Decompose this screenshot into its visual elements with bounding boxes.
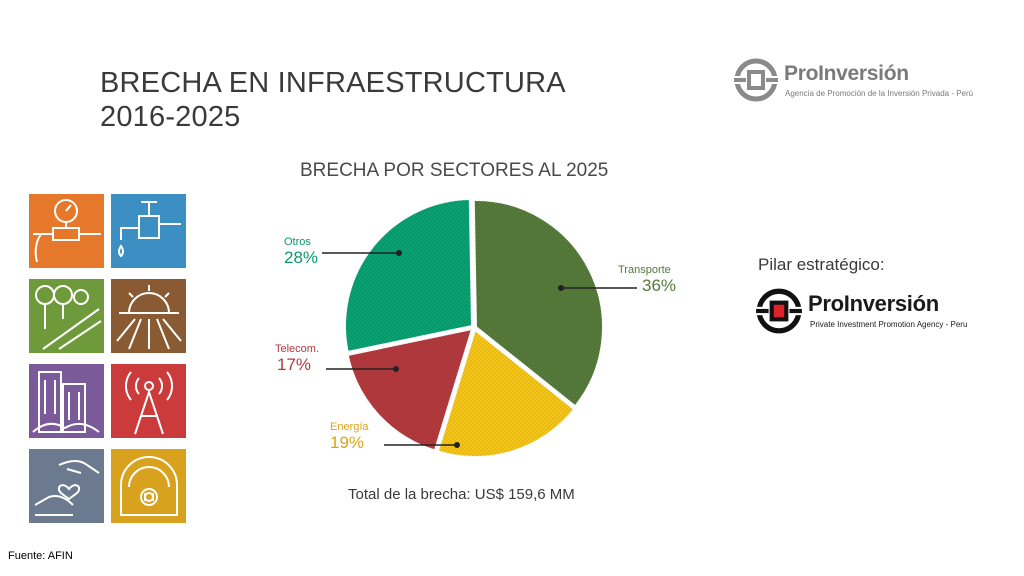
pilar-label: Pilar estratégico: (758, 255, 885, 274)
pie-slice-texture (345, 199, 472, 352)
trees-road-icon (29, 279, 104, 353)
slice-label-telecom: Telecom. 17% (275, 343, 319, 375)
logo-top-tagline: Agencia de Promoción de la Inversión Pri… (785, 89, 974, 98)
hands-heart-icon (29, 449, 104, 523)
title-line-2: 2016-2025 (100, 101, 241, 133)
slice-percent-transporte: 36% (642, 276, 677, 295)
logo-bottom-tagline: Private Investment Promotion Agency - Pe… (810, 320, 968, 329)
slice-name-otros: Otros (284, 236, 311, 248)
slice-percent-telecom: 17% (277, 355, 312, 374)
sunrise-icon (111, 279, 186, 353)
slice-label-transporte: Transporte 36% (618, 264, 676, 296)
slice-name-energia: Energía (330, 421, 369, 433)
water-meter-icon (29, 194, 104, 268)
pie-slice-texture (473, 200, 603, 407)
slice-name-transporte: Transporte (618, 264, 671, 276)
leader-dot (558, 285, 564, 291)
slice-label-energia: Energía 19% (330, 421, 369, 453)
sector-icon-grid (29, 194, 187, 523)
slice-percent-energia: 19% (330, 433, 365, 452)
slice-percent-otros: 28% (284, 248, 319, 267)
title-line-1: BRECHA EN INFRAESTRUCTURA (100, 67, 566, 99)
slice-label-otros: Otros 28% (284, 236, 318, 268)
gauge-dial-icon (111, 449, 186, 523)
leader-dot (396, 250, 402, 256)
proinversion-emblem-icon (756, 288, 802, 334)
logo-bottom-name: ProInversión (808, 291, 939, 316)
slice-name-telecom: Telecom. (275, 343, 320, 355)
pie-slice-texture (437, 330, 575, 457)
antenna-tower-icon (111, 364, 186, 438)
water-faucet-icon (111, 194, 186, 268)
pie-slice-otros (344, 198, 474, 354)
source-note: Fuente: AFIN (8, 550, 73, 562)
proinversion-emblem-icon (734, 58, 778, 102)
chart-title: BRECHA POR SECTORES AL 2025 (300, 160, 609, 181)
pie-slice-transporte (472, 199, 604, 408)
leader-dot (393, 366, 399, 372)
page-title: BRECHA EN INFRAESTRUCTURA 2016-2025 (100, 66, 566, 134)
buildings-icon (29, 364, 104, 438)
logo-top-name: ProInversión (784, 62, 909, 85)
proinversion-logo-top: ProInversión Agencia de Promoción de la … (732, 56, 973, 106)
pie-slice-energa (436, 328, 576, 458)
proinversion-logo-bottom: ProInversión Private Investment Promotio… (754, 286, 974, 336)
total-gap-label: Total de la brecha: US$ 159,6 MM (348, 486, 575, 503)
leader-dot (454, 442, 460, 448)
